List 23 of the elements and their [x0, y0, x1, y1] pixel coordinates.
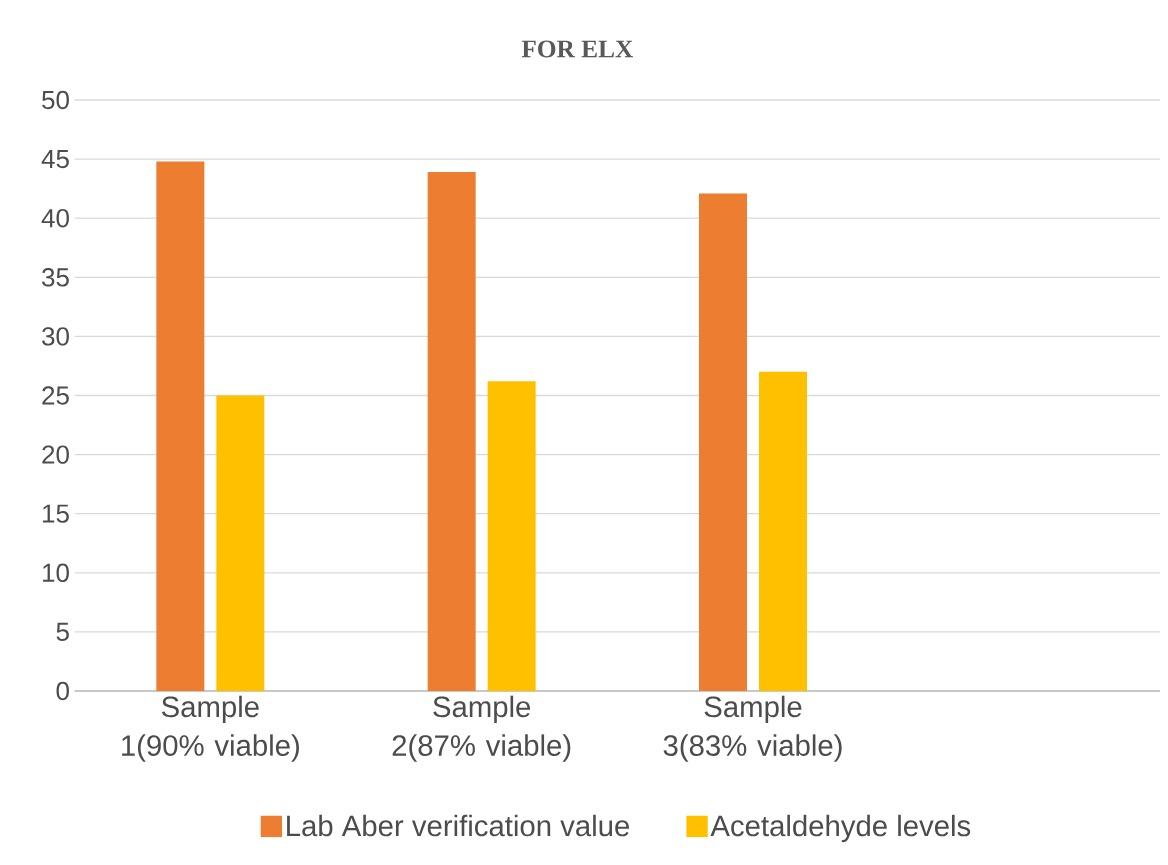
chart-title: FOR ELX — [521, 40, 633, 58]
x-tick-label: Sample 3(83% viable) — [663, 695, 842, 762]
bar — [216, 395, 265, 691]
y-tick-label: 0 — [56, 681, 69, 701]
y-tick-label: 35 — [42, 268, 69, 287]
bar — [487, 381, 536, 691]
y-tick-label: 25 — [42, 386, 69, 405]
legend-label: Acetaldehyde levels — [710, 814, 971, 843]
bar — [156, 161, 205, 691]
x-tick-label: Sample 1(90% viable) — [122, 695, 299, 762]
legend-label: Lab Aber verification value — [287, 814, 630, 837]
y-tick-label: 45 — [41, 150, 69, 169]
y-tick-label: 5 — [56, 622, 69, 641]
bar — [759, 371, 807, 691]
y-tick-label: 20 — [42, 445, 69, 464]
y-tick-label: 10 — [43, 563, 69, 582]
bar — [699, 193, 747, 691]
y-tick-label: 30 — [42, 327, 69, 346]
x-tick-label: Sample 2(87% viable) — [392, 695, 571, 762]
y-tick-label: 40 — [41, 209, 69, 228]
bar — [427, 172, 476, 691]
y-tick-label: 50 — [42, 90, 69, 110]
y-tick-label: 15 — [43, 504, 69, 523]
